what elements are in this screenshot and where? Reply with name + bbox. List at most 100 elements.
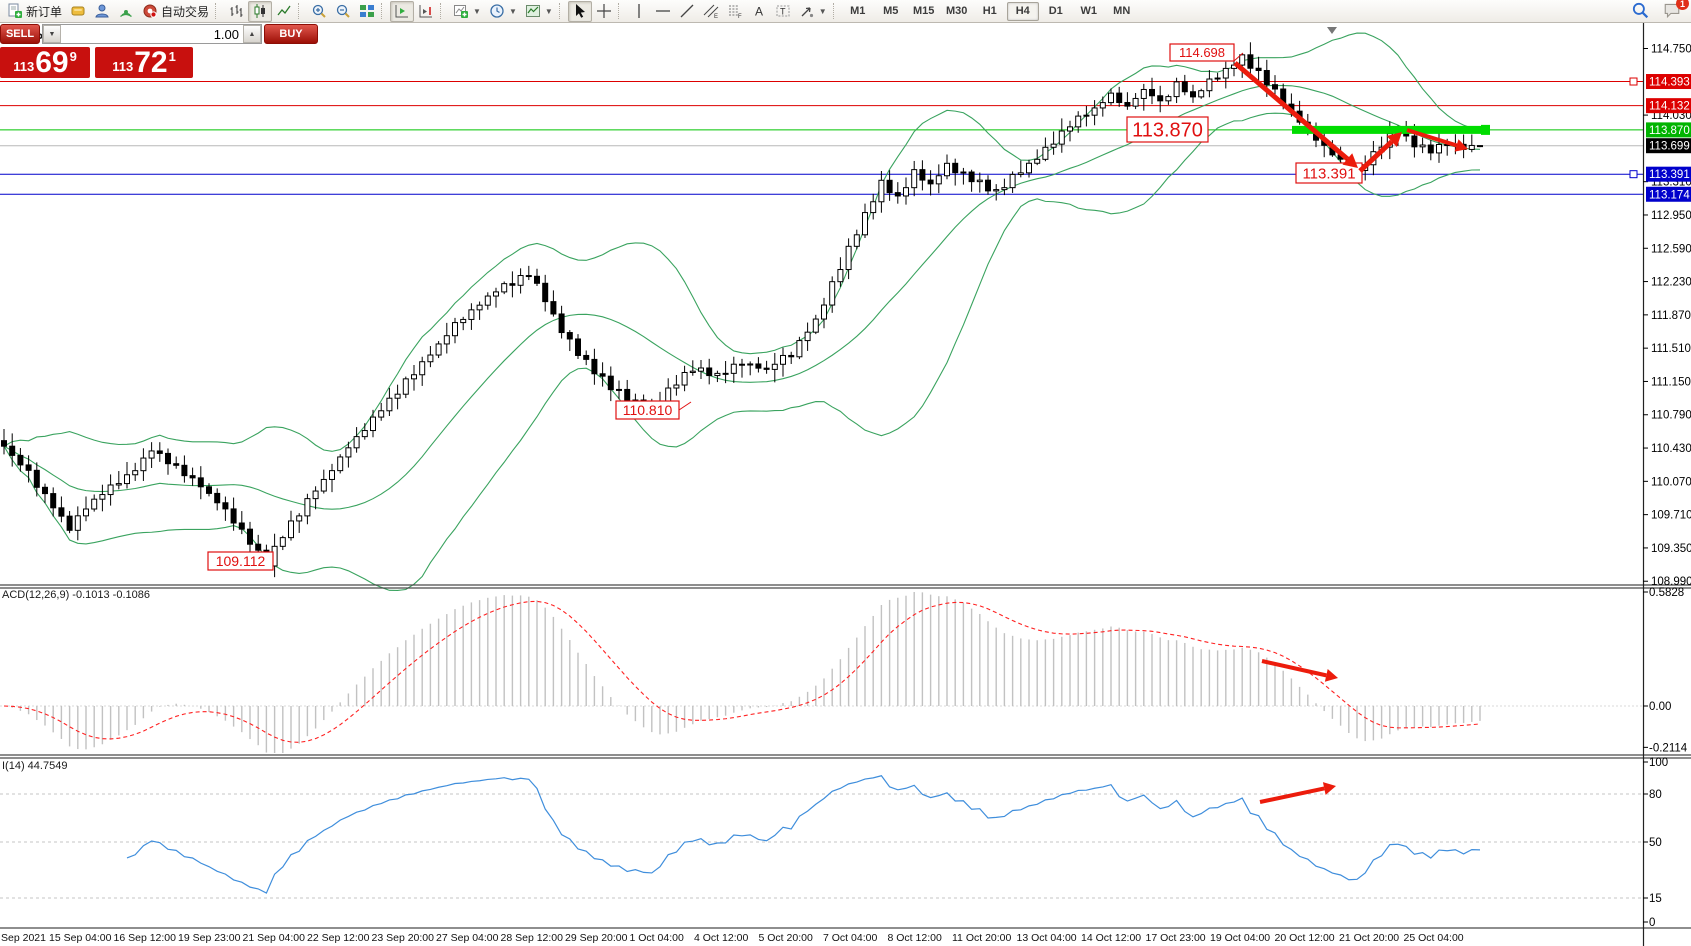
one-click-trading-panel: SELL ▼ ▲ BUY 113 69 9 113 72 1 [0,24,318,78]
time-label: Sep 2021 [1,932,46,944]
timeframe-w1[interactable]: W1 [1080,5,1097,17]
price-axis[interactable]: 114.750114.030113.310112.950112.590112.2… [1643,43,1691,588]
arrows-tool[interactable]: ▼ [795,1,831,22]
price-tick: 110.070 [1651,476,1691,488]
trend-arrow[interactable] [1358,139,1394,173]
signal-icon [120,10,132,18]
zoom-in-button[interactable] [307,1,331,22]
tile-windows-button[interactable] [355,1,379,22]
buy-button[interactable]: BUY [264,24,318,44]
timeframe-mn[interactable]: MN [1113,5,1131,17]
svg-text:E: E [714,14,718,19]
annotation-text: 113.391 [1302,165,1355,182]
time-axis[interactable]: Sep 2021 15 Sep 04:00 16 Sep 12:00 19 Sep 2… [1,932,1464,944]
annotation-box[interactable] [1295,162,1363,184]
periods-button[interactable]: ▼ [485,1,521,22]
auto-scroll-button[interactable] [390,0,415,22]
volume-increase-button[interactable]: ▲ [243,25,261,43]
trend-arrow[interactable] [1233,61,1349,161]
line-chart-button[interactable] [272,1,296,22]
sell-price-main: 69 [35,46,69,79]
chart-window[interactable]: USDJPY-,H4 113.700 113.701 113.684 113.6… [0,23,1691,946]
auto-trading-button[interactable]: 自动交易 [138,1,213,22]
timeframe-h4[interactable]: H4 [1006,1,1039,21]
timeframe-h1[interactable]: H1 [982,5,997,17]
highlight-band[interactable] [1292,77,1638,179]
fibonacci-tool[interactable]: F [723,1,747,22]
price-badge [1646,122,1691,138]
crosshair-button[interactable] [592,1,616,22]
price-badge-text: 114.132 [1649,101,1690,113]
bar-chart-button[interactable] [224,1,248,22]
rsi-pane: 100 80 50 15 0 [0,757,1668,929]
time-label: 8 Oct 12:00 [888,932,942,944]
annotations[interactable]: 114.698 113.870 113.391 110.810 109.112 [207,43,1468,804]
annotation-text: 110.810 [623,402,673,418]
price-badge-text: 113.174 [1649,189,1690,201]
chart-shift-marker[interactable] [1327,27,1337,34]
price-tick: 110.790 [1651,410,1691,422]
channel-tool[interactable]: E [699,1,723,22]
sell-price-display[interactable]: 113 69 9 [0,47,90,78]
level-handle[interactable] [1629,77,1638,86]
bar-chart-icon [230,5,243,17]
volume-input[interactable] [61,25,243,43]
cursor-button[interactable] [567,0,592,22]
sell-button[interactable]: SELL [0,24,40,44]
zoom-out-button[interactable] [331,1,355,22]
chevron-down-icon: ▼ [818,6,827,16]
buy-price-main: 72 [134,46,168,79]
toolbar-separator [440,3,445,19]
band-handle[interactable] [1481,124,1490,135]
support-highlight-band[interactable] [1292,125,1490,134]
text-tool[interactable]: A [747,1,771,22]
price-badge-text: 113.699 [1649,141,1690,153]
timeframe-m15[interactable]: M15 [913,5,935,17]
timeframe-m30[interactable]: M30 [946,5,968,17]
trend-arrow[interactable] [1259,786,1325,804]
vertical-line-tool[interactable] [627,1,651,22]
annotation-box[interactable] [207,551,274,571]
time-label: 7 Oct 04:00 [823,932,877,944]
price-badge [1646,98,1691,114]
level-handle[interactable] [1629,170,1638,179]
new-order-button[interactable]: 新订单 [3,1,66,22]
notifications-button[interactable]: 1 [1663,0,1689,19]
chart-shift-button[interactable] [414,1,438,22]
macd-tick: -0.2114 [1649,742,1688,754]
buy-price-display[interactable]: 113 72 1 [95,47,193,78]
signal-button[interactable] [114,1,138,22]
macd-tick: 0.5828 [1649,587,1684,599]
annotation-box[interactable] [1126,116,1209,143]
styler-button[interactable] [66,1,90,22]
periods-icon [490,4,504,18]
volume-decrease-button[interactable]: ▼ [43,25,61,43]
cube-icon [71,6,85,16]
price-level-lines[interactable] [0,81,1643,195]
time-label: 17 Oct 23:00 [1146,932,1206,944]
trend-arrow[interactable] [1261,659,1327,678]
trend-arrow[interactable] [1406,128,1458,148]
templates-button[interactable]: ▼ [521,1,557,22]
chart-canvas[interactable]: 114.750114.030113.310112.950112.590112.2… [0,23,1691,946]
profile-button[interactable] [90,1,114,22]
search-icon[interactable] [1631,1,1649,19]
price-tick: 114.750 [1651,43,1691,55]
time-label: 23 Sep 20:00 [372,932,435,944]
timeframe-m1[interactable]: M1 [850,5,866,17]
rsi-line [126,775,1481,894]
timeframe-m5[interactable]: M5 [883,5,899,17]
rsi-tick: 0 [1649,917,1655,929]
price-tick: 111.150 [1651,376,1691,388]
indicators-button[interactable]: ▼ [449,1,485,22]
candlestick-button[interactable] [248,0,273,22]
horizontal-line-tool[interactable] [651,1,675,22]
timeframe-d1[interactable]: D1 [1048,5,1063,17]
price-badge [1646,138,1691,154]
text-label-tool[interactable]: T [771,1,795,22]
price-tick: 112.590 [1651,243,1691,255]
annotation-text: 114.698 [1179,45,1225,60]
trendline-tool[interactable] [675,1,699,22]
toolbar-separator [381,3,386,19]
annotation-box[interactable] [1169,43,1235,62]
